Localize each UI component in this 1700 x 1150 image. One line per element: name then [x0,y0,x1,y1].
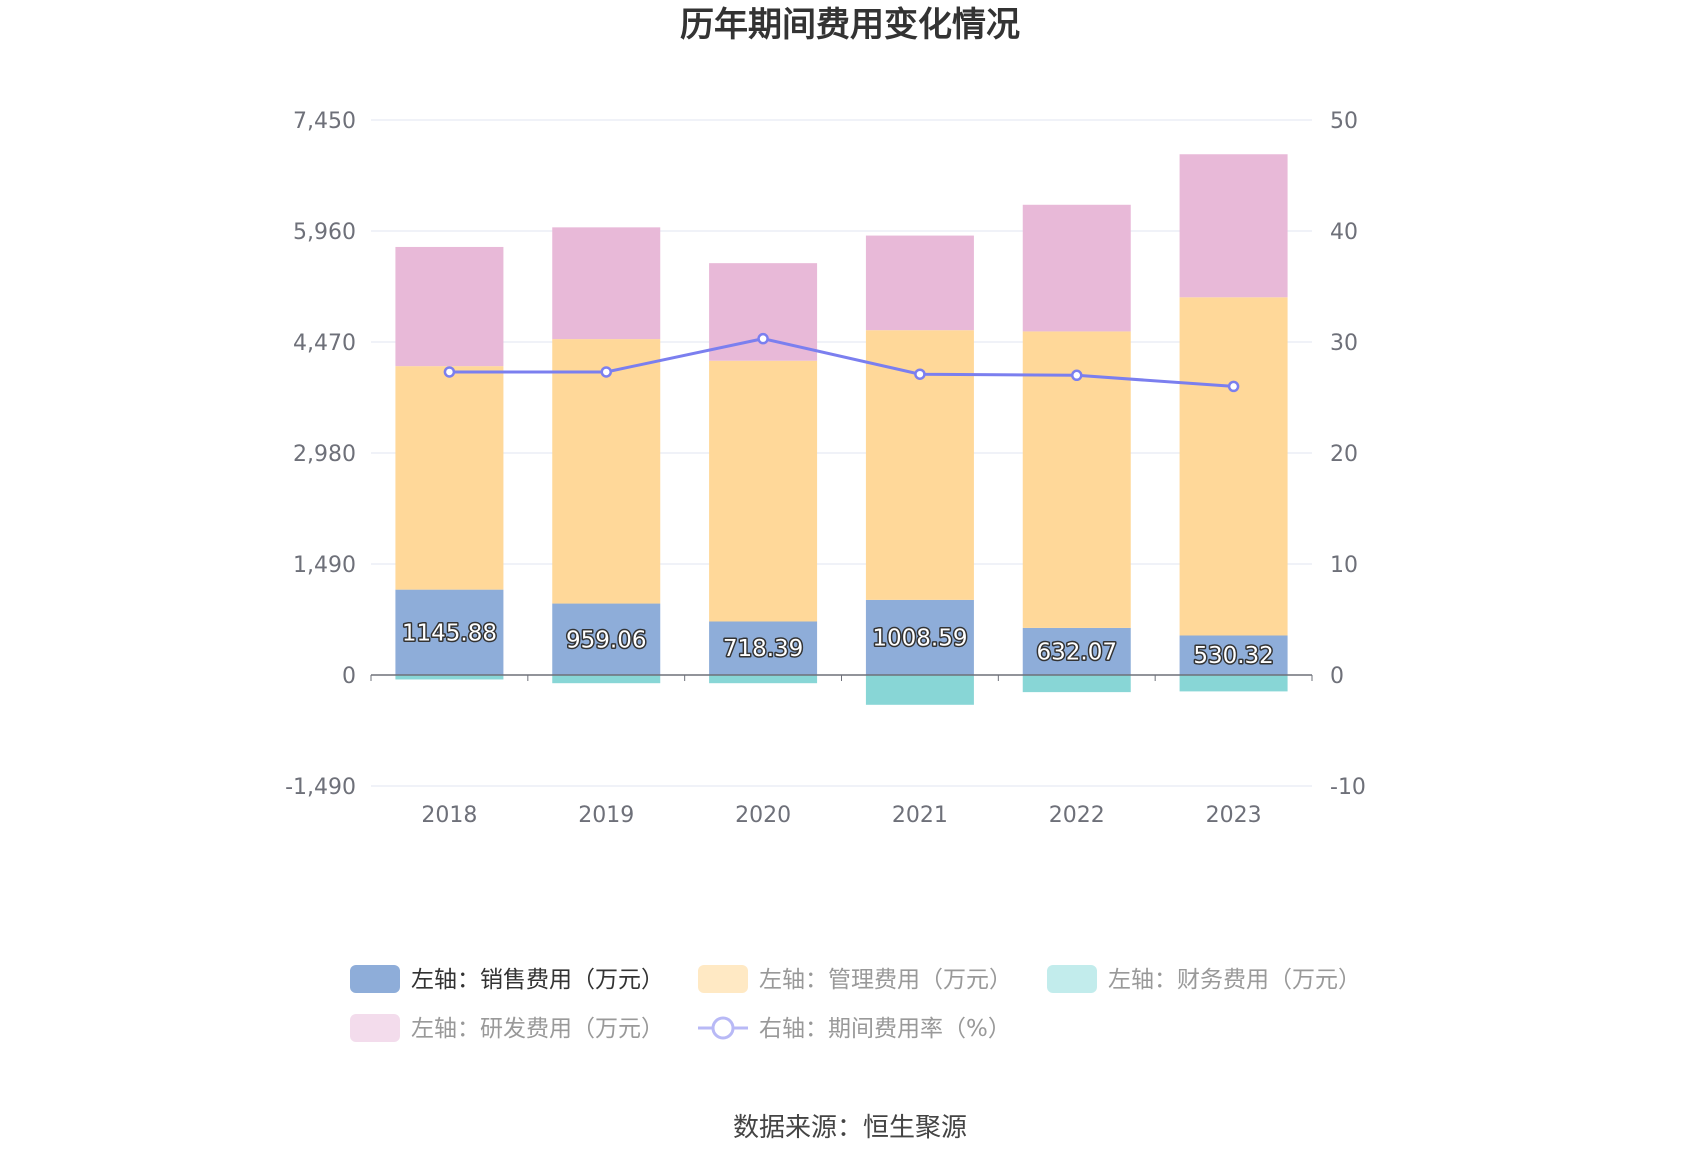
left-axis: 7,450 5,960 4,470 2,980 1,490 0 -1,490 [285,109,356,800]
source-note: 数据来源：恒生聚源 [733,1113,967,1143]
rate-line-series [443,332,1240,393]
bar-4-2021 [865,235,974,331]
rate-point-2018 [443,366,456,378]
data-label-2020: 718.39 [723,636,803,662]
rate-point-2022 [1071,369,1083,382]
bar-3-2019 [552,675,661,684]
left-axis-tick-label: 0 [342,664,356,689]
chart-title: 历年期间费用变化情况 [680,5,1020,45]
bar-3-2023 [1179,675,1288,692]
x-axis-label-2023: 2023 [1206,803,1262,828]
right-axis-tick-label: 50 [1330,109,1358,134]
x-axis-label-2018: 2018 [421,803,477,828]
bar-1-2018 [395,589,504,675]
legend-item-3[interactable]: 左轴：财务费用（万元） [1047,965,1361,993]
bar-3-2020 [709,675,818,684]
data-label-2022: 632.07 [1037,639,1117,665]
bar-2-2018 [395,366,504,590]
right-axis-tick-label: 20 [1330,442,1358,467]
bar-1-2023 [1179,635,1288,675]
bar-series [395,154,1288,705]
legend-item-1[interactable]: 左轴：销售费用（万元） [350,965,664,993]
rate-point-2019 [600,366,612,378]
legend-swatch [350,965,400,993]
legend-item-5[interactable]: 右轴：期间费用率（%） [698,1016,1011,1042]
data-label-2018: 1145.88 [402,620,497,646]
bar-3-2021 [865,675,974,705]
right-axis-tick-label: 40 [1330,220,1358,245]
bar-4-2020 [709,263,818,361]
left-axis-tick-label: 2,980 [293,442,356,467]
bar-2-2019 [552,339,661,604]
zero-axis-line [370,674,1313,681]
legend-label: 左轴：管理费用（万元） [759,967,1012,993]
left-axis-tick-label: 1,490 [293,553,356,578]
left-axis-tick-label: -1,490 [285,775,356,800]
legend-swatch [1047,965,1097,993]
right-axis-tick-label: -10 [1330,775,1366,800]
x-axis-label-2022: 2022 [1049,803,1105,828]
bar-4-2022 [1022,204,1131,332]
left-axis-tick-label: 7,450 [293,109,356,134]
legend-swatch [350,1014,400,1042]
legend[interactable]: 左轴：销售费用（万元） 左轴：管理费用（万元） 左轴：财务费用（万元） 左轴：研发费用… [350,965,1361,1042]
rate-point-2020 [757,332,769,345]
x-axis-label-2021: 2021 [892,803,948,828]
legend-label: 左轴：研发费用（万元） [411,1016,664,1042]
bar-1-2020 [709,621,818,675]
legend-swatch [698,965,748,993]
bar-2-2023 [1179,297,1288,636]
bar-4-2018 [395,246,504,367]
data-labels: 1145.88 959.06 718.39 1008.59 632.07 530.32 [400,619,1275,671]
legend-item-4[interactable]: 左轴：研发费用（万元） [350,1014,664,1042]
bar-1-2021 [865,599,974,675]
x-axis: 2018 2019 2020 2021 2022 2023 [421,803,1261,828]
legend-label: 左轴：销售费用（万元） [411,967,664,993]
bar-1-2022 [1022,627,1131,675]
bar-3-2018 [395,675,504,680]
data-label-2023: 530.32 [1193,643,1273,669]
rate-point-2023 [1227,380,1240,393]
bar-2-2020 [709,360,818,622]
x-axis-label-2019: 2019 [578,803,634,828]
rate-line [449,337,1234,388]
legend-marker [711,1016,735,1040]
right-axis-tick-label: 30 [1330,331,1358,356]
right-axis-tick-label: 10 [1330,553,1358,578]
right-axis-tick-label: 0 [1330,664,1344,689]
legend-label: 左轴：财务费用（万元） [1108,967,1361,993]
x-axis-label-2020: 2020 [735,803,791,828]
right-axis: 50 40 30 20 10 0 -10 [1330,109,1366,800]
bar-4-2019 [552,227,661,340]
left-axis-tick-label: 5,960 [293,220,356,245]
data-label-2021: 1008.59 [872,625,967,651]
rate-point-2021 [914,368,926,380]
bar-1-2019 [552,603,661,675]
legend-label: 右轴：期间费用率（%） [759,1016,1011,1042]
data-label-2019: 959.06 [566,627,646,653]
left-axis-tick-label: 4,470 [293,331,356,356]
bar-4-2023 [1179,154,1288,298]
legend-item-2[interactable]: 左轴：管理费用（万元） [698,965,1012,993]
bar-3-2022 [1022,675,1131,693]
grid-lines [371,119,1312,787]
